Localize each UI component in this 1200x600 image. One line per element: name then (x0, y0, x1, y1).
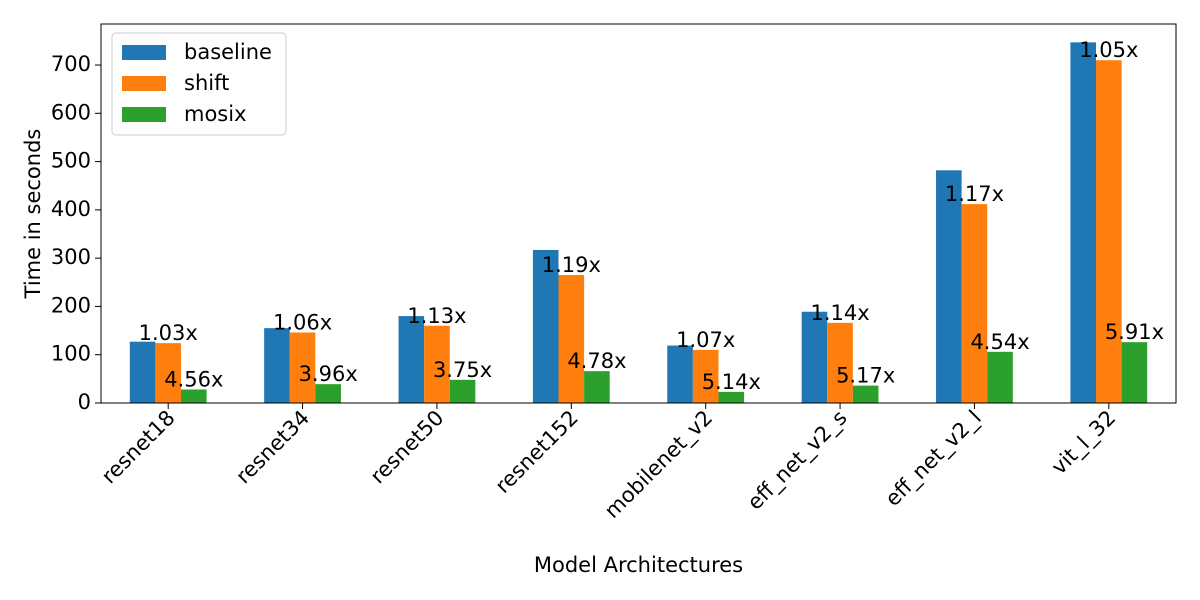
legend-label-shift: shift (184, 71, 229, 95)
bar-shift-resnet152 (558, 275, 585, 403)
x-tick-label-resnet152: resnet152 (491, 406, 583, 498)
legend-label-baseline: baseline (184, 40, 272, 64)
bar-shift-mobilenet_v2 (692, 349, 719, 403)
mosix-speedup-label: 5.14x (702, 370, 761, 394)
bar-shift-vit_l_32 (1096, 60, 1122, 403)
bar-mosix-resnet152 (584, 371, 610, 403)
y-tick-label: 700 (51, 52, 91, 76)
y-tick-label: 600 (51, 100, 91, 124)
bar-shift-eff_net_v2_l (961, 204, 988, 403)
bar-baseline-resnet50 (398, 316, 425, 403)
shift-speedup-label: 1.14x (810, 301, 869, 325)
bar-shift-resnet18 (155, 343, 181, 403)
bar-baseline-resnet34 (264, 328, 290, 403)
y-tick-label: 100 (51, 342, 91, 366)
x-tick-label-eff_net_v2_s: eff_net_v2_s (743, 406, 853, 516)
shift-speedup-label: 1.13x (407, 304, 466, 328)
shift-speedup-label: 1.03x (139, 321, 198, 345)
bar-mosix-resnet18 (180, 389, 207, 403)
y-axis-label: Time in seconds (21, 129, 45, 300)
mosix-speedup-label: 4.78x (567, 349, 626, 373)
x-axis: resnet18 resnet34 resnet50 resnet152 mobilen… (97, 403, 1121, 524)
y-tick-label: 500 (51, 149, 91, 173)
bar-baseline-resnet152 (532, 249, 559, 403)
shift-speedup-label: 1.19x (542, 253, 601, 277)
legend: baseline shift mosix (111, 32, 287, 136)
y-tick-label: 300 (51, 245, 91, 269)
mosix-speedup-label: 4.56x (164, 367, 223, 391)
mosix-speedup-label: 5.17x (836, 364, 895, 388)
mosix-speedup-label: 3.96x (299, 362, 358, 386)
bar-baseline-eff_net_v2_l (936, 170, 962, 403)
bar-mosix-resnet50 (449, 379, 476, 403)
x-tick-label-mobilenet_v2: mobilenet_v2 (600, 406, 718, 524)
bar-mosix-eff_net_v2_s (852, 385, 879, 403)
x-tick-label-resnet18: resnet18 (97, 406, 180, 489)
bar-mosix-mobilenet_v2 (718, 391, 745, 403)
legend-swatch-shift (122, 76, 166, 91)
legend-swatch-baseline (122, 45, 166, 60)
legend-swatch-mosix (122, 107, 166, 122)
plot-area-frame (100, 23, 1177, 404)
y-tick-label: 0 (78, 390, 91, 414)
bars-layer (129, 42, 1148, 403)
mosix-speedup-label: 4.54x (970, 330, 1029, 354)
shift-speedup-label: 1.17x (945, 182, 1004, 206)
x-tick-label-resnet50: resnet50 (366, 406, 449, 489)
speedup-annotations: 1.03x 4.56x 1.06x 3.96x 1.13x 3.75x 1.19x 4.78x… (139, 38, 1164, 394)
x-tick-label-resnet34: resnet34 (231, 406, 314, 489)
bar-mosix-eff_net_v2_l (987, 351, 1013, 403)
x-tick-label-vit_l_32: vit_l_32 (1047, 406, 1121, 480)
bar-shift-eff_net_v2_s (827, 322, 853, 403)
mosix-speedup-label: 5.91x (1105, 320, 1164, 344)
bar-mosix-vit_l_32 (1121, 342, 1148, 403)
bar-shift-resnet34 (289, 332, 316, 403)
bar-baseline-mobilenet_v2 (667, 345, 693, 403)
y-tick-label: 200 (51, 293, 91, 317)
x-tick-label-eff_net_v2_l: eff_net_v2_l (881, 406, 987, 512)
x-axis-label: Model Architectures (534, 553, 743, 577)
y-tick-label: 400 (51, 197, 91, 221)
bar-shift-resnet50 (424, 325, 450, 403)
y-axis: 0 100 200 300 400 500 600 700 (51, 52, 101, 414)
legend-label-mosix: mosix (184, 102, 247, 126)
shift-speedup-label: 1.07x (676, 328, 735, 352)
mosix-speedup-label: 3.75x (433, 358, 492, 382)
bar-baseline-eff_net_v2_s (801, 311, 828, 403)
shift-speedup-label: 1.06x (273, 311, 332, 335)
bar-baseline-resnet18 (129, 341, 156, 403)
shift-speedup-label: 1.05x (1079, 38, 1138, 62)
bar-baseline-vit_l_32 (1070, 42, 1097, 403)
bar-mosix-resnet34 (315, 384, 341, 403)
